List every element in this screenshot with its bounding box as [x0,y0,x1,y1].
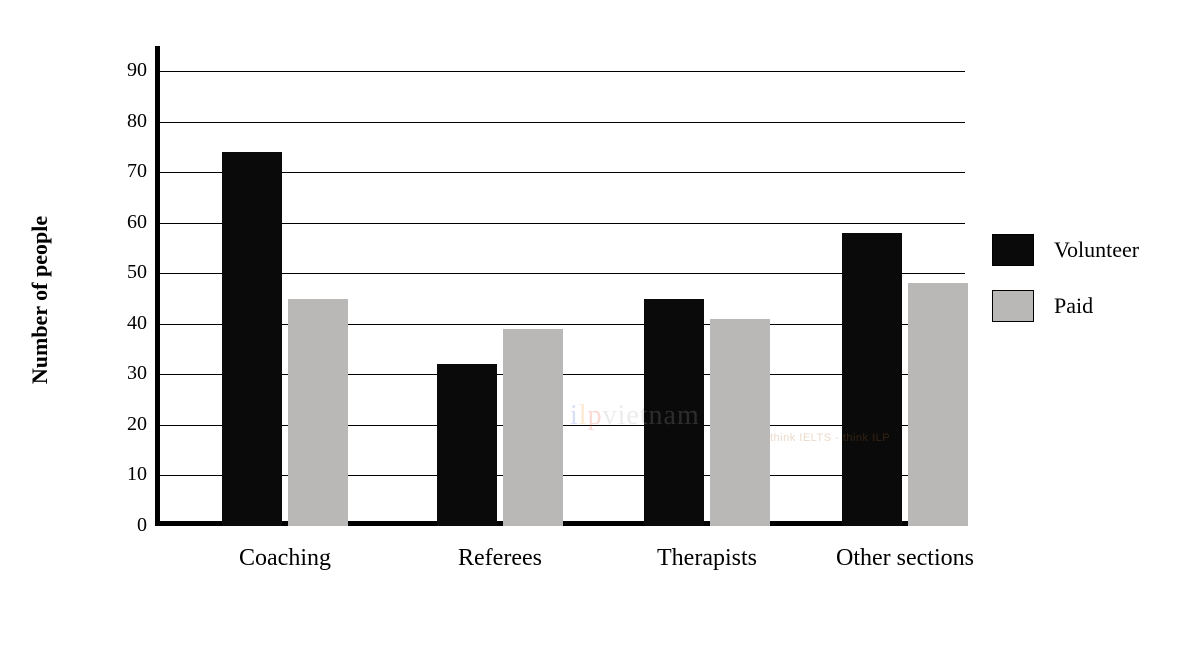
x-tick-label: Therapists [657,545,757,572]
y-tick-label: 80 [97,110,147,133]
y-axis-line [155,46,160,526]
bar-paid [908,283,968,526]
plot-area: CoachingRefereesTherapistsOther sections [155,46,965,526]
y-tick-label: 0 [97,514,147,537]
x-tick-label: Other sections [836,545,974,572]
y-tick-label: 50 [97,261,147,284]
legend-label: Volunteer [1054,237,1139,263]
x-tick-label: Referees [458,545,542,572]
bar-paid [503,329,563,526]
bar-volunteer [437,364,497,526]
watermark: ilpvietnam [570,400,700,432]
y-tick-label: 90 [97,59,147,82]
gridline [155,122,965,123]
y-tick-label: 60 [97,211,147,234]
bar-volunteer [842,233,902,526]
legend-swatch [992,290,1034,322]
y-tick-label: 40 [97,312,147,335]
legend-label: Paid [1054,293,1093,319]
y-axis-label: Number of people [27,216,53,384]
bar-paid [710,319,770,526]
x-tick-label: Coaching [239,545,331,572]
chart-stage: Number of people CoachingRefereesTherapi… [0,0,1200,650]
legend-item: Volunteer [992,234,1139,266]
bar-paid [288,299,348,526]
y-tick-label: 70 [97,160,147,183]
legend-swatch [992,234,1034,266]
y-tick-label: 10 [97,463,147,486]
watermark-sub: think IELTS - think ILP [770,432,890,444]
bar-volunteer [222,152,282,526]
legend: Volunteer Paid [992,234,1139,346]
y-tick-label: 20 [97,413,147,436]
legend-item: Paid [992,290,1139,322]
y-tick-label: 30 [97,362,147,385]
gridline [155,71,965,72]
